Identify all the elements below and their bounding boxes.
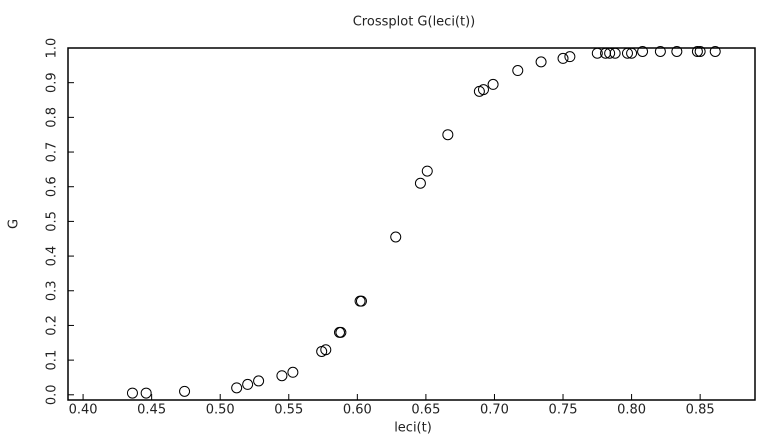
- point: [604, 47, 616, 59]
- point: [179, 385, 191, 397]
- y-tick-label: 0.3: [45, 280, 60, 301]
- point: [421, 165, 433, 177]
- y-tick-label: 0.9: [45, 72, 60, 93]
- y-tick-label: 0.1: [45, 350, 60, 371]
- y-tick-label: 0.6: [45, 176, 60, 197]
- point: [355, 295, 367, 307]
- y-axis-label: G: [7, 219, 22, 229]
- point: [626, 47, 638, 59]
- y-tick-label: 0.5: [45, 211, 60, 232]
- point: [287, 366, 299, 378]
- x-tick-label: 0.60: [343, 403, 372, 418]
- point: [609, 47, 621, 59]
- x-tick-label: 0.70: [480, 403, 509, 418]
- y-tick-label: 0.4: [45, 246, 60, 267]
- point: [335, 326, 347, 338]
- point: [231, 382, 243, 394]
- x-tick-label: 0.40: [69, 403, 98, 418]
- x-tick-label: 0.65: [411, 403, 440, 418]
- point: [126, 387, 138, 399]
- point: [512, 65, 524, 77]
- x-tick-label: 0.55: [274, 403, 303, 418]
- x-tick-label: 0.75: [549, 403, 578, 418]
- point: [140, 387, 152, 399]
- point: [320, 344, 332, 356]
- point: [557, 52, 569, 64]
- x-tick-label: 0.50: [206, 403, 235, 418]
- point: [414, 177, 426, 189]
- point: [535, 56, 547, 68]
- point: [637, 45, 649, 57]
- y-tick-label: 0.0: [45, 384, 60, 405]
- point: [694, 45, 706, 57]
- x-tick-label: 0.45: [137, 403, 166, 418]
- point: [564, 51, 576, 63]
- x-tick-label: 0.80: [617, 403, 646, 418]
- point: [487, 78, 499, 90]
- x-tick-label: 0.85: [686, 403, 715, 418]
- y-tick-label: 0.2: [45, 315, 60, 336]
- point: [253, 375, 265, 387]
- point: [691, 45, 703, 57]
- point: [276, 370, 288, 382]
- point: [671, 45, 683, 57]
- point: [442, 129, 454, 141]
- point: [654, 45, 666, 57]
- point: [390, 231, 402, 243]
- point: [591, 47, 603, 59]
- plot-frame: [67, 47, 756, 401]
- point: [709, 45, 721, 57]
- y-tick-label: 1.0: [45, 38, 60, 59]
- point: [242, 378, 254, 390]
- point: [477, 84, 489, 96]
- x-axis-label: leci(t): [394, 421, 432, 436]
- y-tick-label: 0.7: [45, 142, 60, 163]
- chart-title: Crossplot G(leci(t)): [353, 15, 476, 30]
- point: [621, 47, 633, 59]
- y-tick-label: 0.8: [45, 107, 60, 128]
